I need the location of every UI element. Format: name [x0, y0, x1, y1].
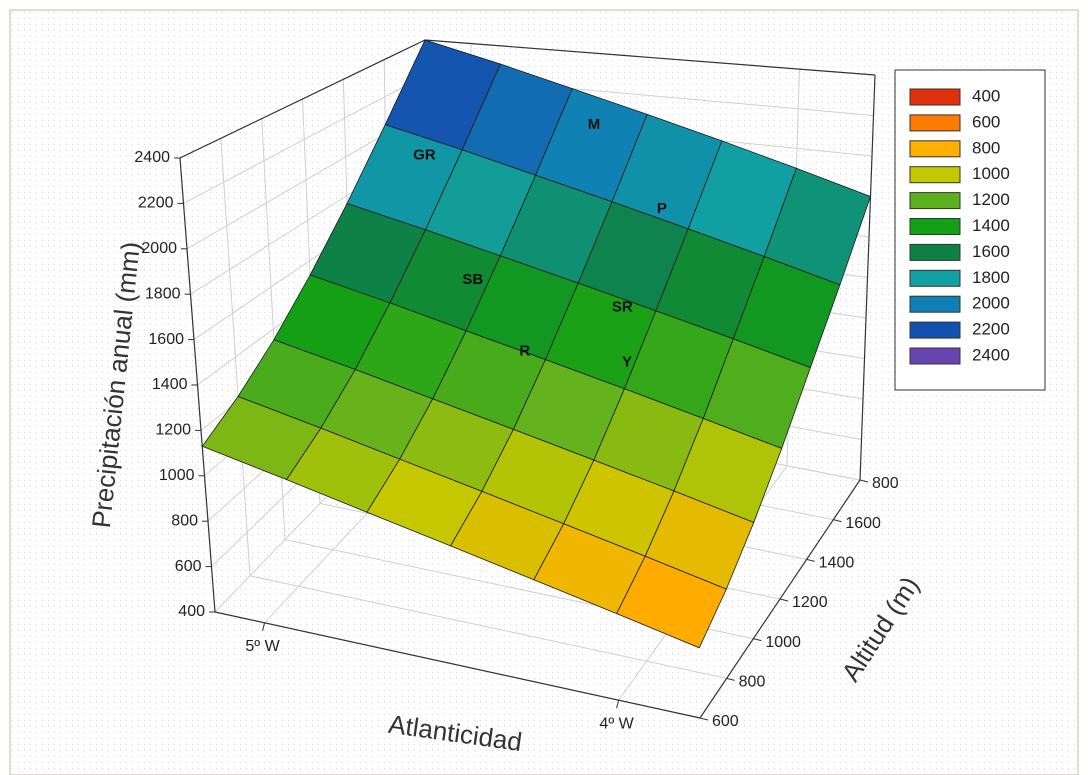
surface-cell — [616, 555, 727, 649]
legend-swatch — [909, 218, 961, 235]
z-tick-label: 1000 — [159, 467, 195, 484]
legend-label: 1400 — [972, 216, 1010, 235]
station-label: P — [657, 200, 667, 217]
box-edge — [859, 74, 876, 481]
legend-label: 1000 — [972, 164, 1010, 183]
legend-label: 1600 — [972, 242, 1010, 261]
tick-mark — [833, 519, 842, 523]
z-tick-label: 400 — [178, 603, 205, 620]
legend-label: 2400 — [972, 345, 1010, 364]
tick-mark — [753, 638, 762, 642]
tick-mark — [859, 479, 869, 483]
z-tick-label: 1800 — [145, 285, 181, 302]
station-label: M — [588, 116, 601, 133]
box-edge — [424, 39, 876, 76]
legend-swatch — [909, 192, 961, 210]
tick-mark — [262, 622, 266, 631]
z-tick-label: 1200 — [155, 422, 191, 439]
station-label: SB — [462, 271, 483, 288]
legend-swatch — [909, 166, 961, 184]
tick-mark — [616, 700, 620, 709]
legend-swatch — [909, 243, 961, 261]
box-edge — [179, 39, 426, 159]
grid-line — [220, 138, 251, 576]
legend-swatch — [909, 88, 961, 106]
z-tick-label: 600 — [175, 558, 202, 575]
legend-label: 1200 — [972, 190, 1010, 209]
legend-swatch — [909, 295, 961, 313]
z-tick-label: 2400 — [134, 149, 170, 166]
legend-label: 2000 — [972, 294, 1010, 313]
station-label: GR — [413, 147, 436, 164]
legend-swatch — [909, 140, 961, 158]
legend-swatch — [909, 114, 961, 132]
tick-mark — [699, 717, 709, 721]
y-tick-label: 1400 — [819, 555, 855, 572]
station-label: R — [519, 343, 530, 360]
legend-label: 1800 — [972, 268, 1010, 287]
legend-label: 600 — [972, 112, 1000, 131]
station-label: SR — [612, 298, 633, 315]
y-tick-label: 600 — [712, 713, 739, 730]
z-tick-label: 2200 — [138, 195, 174, 212]
legend-label: 400 — [972, 86, 1000, 105]
legend-label: 800 — [972, 138, 1000, 157]
legend-swatch — [909, 347, 961, 365]
legend-label: 2200 — [972, 320, 1010, 339]
tick-mark — [726, 677, 735, 681]
station-label: Y — [622, 353, 632, 370]
z-tick-label: 2000 — [141, 240, 177, 257]
y-tick-label: 1000 — [765, 634, 801, 651]
tick-mark — [779, 598, 789, 602]
y-tick-label: 800 — [872, 475, 899, 492]
box-edge — [214, 611, 701, 719]
z-tick-label: 1600 — [148, 331, 184, 348]
z-tick-label: 1400 — [152, 376, 188, 393]
y-tick-label: 800 — [739, 674, 766, 691]
z-tick-label: 800 — [171, 512, 198, 529]
x-tick-label: 4º W — [599, 715, 634, 732]
grid-line — [249, 575, 727, 679]
tick-mark — [806, 558, 815, 562]
legend-swatch — [909, 269, 961, 287]
x-tick-label: 5º W — [245, 638, 280, 655]
y-tick-label: 1600 — [845, 515, 881, 532]
legend-swatch — [909, 321, 961, 339]
y-tick-label: 1200 — [792, 594, 828, 611]
